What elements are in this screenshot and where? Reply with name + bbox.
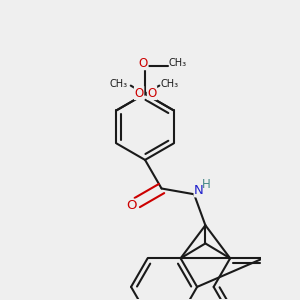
Text: O: O xyxy=(126,199,136,212)
Text: CH₃: CH₃ xyxy=(110,79,128,89)
Text: O: O xyxy=(139,57,148,70)
Text: CH₃: CH₃ xyxy=(161,79,179,89)
Text: O: O xyxy=(134,86,144,100)
Text: O: O xyxy=(147,86,157,100)
Text: H: H xyxy=(202,178,211,191)
Text: CH₃: CH₃ xyxy=(169,58,187,68)
Text: N: N xyxy=(194,184,204,197)
